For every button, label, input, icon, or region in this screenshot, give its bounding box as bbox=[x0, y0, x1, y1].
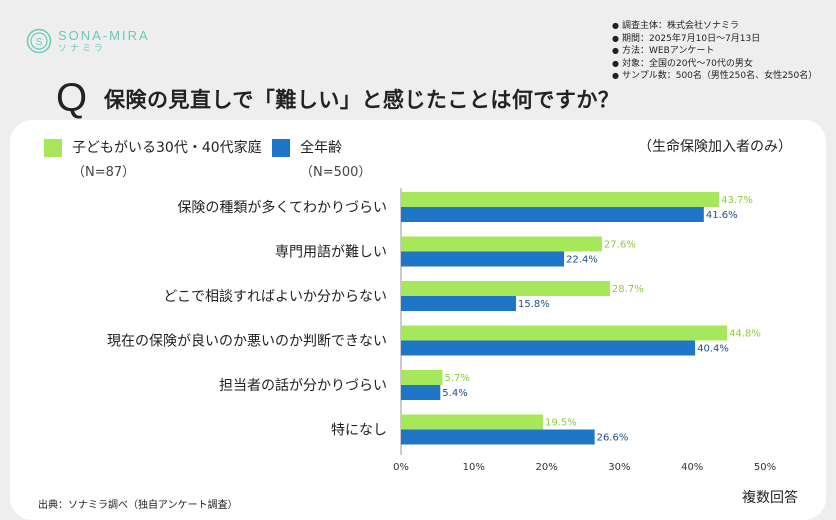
question-mark: Q bbox=[56, 76, 88, 120]
category-label: どこで相談すればよいか分からない bbox=[163, 289, 387, 305]
data-label: 43.7% bbox=[721, 195, 753, 206]
data-label: 27.6% bbox=[604, 240, 636, 251]
bar bbox=[401, 385, 441, 400]
data-label: 19.5% bbox=[545, 418, 577, 429]
legend-swatch-blue bbox=[272, 139, 290, 157]
x-tick-label: 50% bbox=[754, 462, 776, 473]
legend-item-blue: 全年齢 （N=500） bbox=[272, 138, 371, 180]
sona-mira-logo-icon: S bbox=[26, 28, 52, 54]
legend-sample-size: （N=500） bbox=[300, 165, 372, 180]
question-title: 保険の見直しで「難しい」と感じたことは何ですか？ bbox=[104, 88, 620, 112]
meta-line: 対象：全国の20代〜70代の男女 bbox=[612, 58, 817, 71]
brand-logo: S SONA-MIRA ソナミラ bbox=[26, 28, 150, 54]
bar bbox=[401, 192, 720, 207]
data-label: 22.4% bbox=[566, 255, 598, 266]
x-tick-label: 40% bbox=[681, 462, 703, 473]
survey-meta: 調査主体：株式会社ソナミラ 期間：2025年7月10日〜7月13日 方法：WEB… bbox=[612, 20, 817, 83]
data-label: 40.4% bbox=[697, 344, 729, 355]
bar bbox=[401, 370, 443, 385]
respondent-note: （生命保険加入者のみ） bbox=[638, 139, 792, 155]
category-label: 専門用語が難しい bbox=[275, 245, 387, 261]
x-tick-label: 30% bbox=[608, 462, 630, 473]
data-label: 15.8% bbox=[518, 299, 550, 310]
legend-label: 子どもがいる30代・40代家庭 bbox=[72, 140, 262, 156]
x-tick-label: 10% bbox=[463, 462, 485, 473]
legend-label: 全年齢 bbox=[300, 140, 342, 156]
bar bbox=[401, 429, 595, 445]
legend-sample-size: （N=87） bbox=[72, 165, 136, 180]
data-label: 28.7% bbox=[612, 284, 644, 295]
meta-line: 期間：2025年7月10日〜7月13日 bbox=[612, 33, 817, 46]
meta-line: 方法：WEBアンケート bbox=[612, 45, 817, 58]
data-label: 44.8% bbox=[729, 329, 761, 340]
category-label: 特になし bbox=[331, 423, 387, 439]
category-label: 担当者の話が分かりづらい bbox=[219, 377, 387, 394]
bar bbox=[401, 296, 517, 311]
brand-name: SONA-MIRA bbox=[58, 27, 150, 43]
data-label: 5.7% bbox=[444, 373, 469, 384]
bar bbox=[401, 281, 610, 296]
bar bbox=[401, 340, 696, 356]
brand-sub: ソナミラ bbox=[58, 43, 107, 54]
source-credit: 出典：ソナミラ調べ（独自アンケート調査） bbox=[38, 500, 238, 511]
x-tick-label: 20% bbox=[535, 462, 557, 473]
svg-text:S: S bbox=[36, 37, 43, 48]
data-label: 26.6% bbox=[597, 433, 629, 444]
data-label: 5.4% bbox=[442, 388, 467, 399]
x-tick-label: 0% bbox=[393, 462, 409, 473]
bar bbox=[401, 325, 728, 341]
category-label: 現在の保険が良いのか悪いのか判断できない bbox=[107, 334, 387, 350]
bar bbox=[401, 207, 704, 222]
category-label: 保険の種類が多くてわかりづらい bbox=[177, 199, 387, 216]
legend-swatch-green bbox=[44, 139, 62, 157]
meta-line: サンプル数：500名（男性250名、女性250名） bbox=[612, 70, 817, 83]
bar bbox=[401, 236, 602, 252]
bar bbox=[401, 251, 565, 267]
meta-line: 調査主体：株式会社ソナミラ bbox=[612, 20, 817, 33]
bar bbox=[401, 414, 543, 430]
data-label: 41.6% bbox=[706, 210, 738, 221]
chart-card bbox=[10, 120, 826, 520]
multiple-answer-note: 複数回答 bbox=[742, 490, 798, 506]
legend-item-green: 子どもがいる30代・40代家庭 （N=87） bbox=[44, 138, 262, 180]
